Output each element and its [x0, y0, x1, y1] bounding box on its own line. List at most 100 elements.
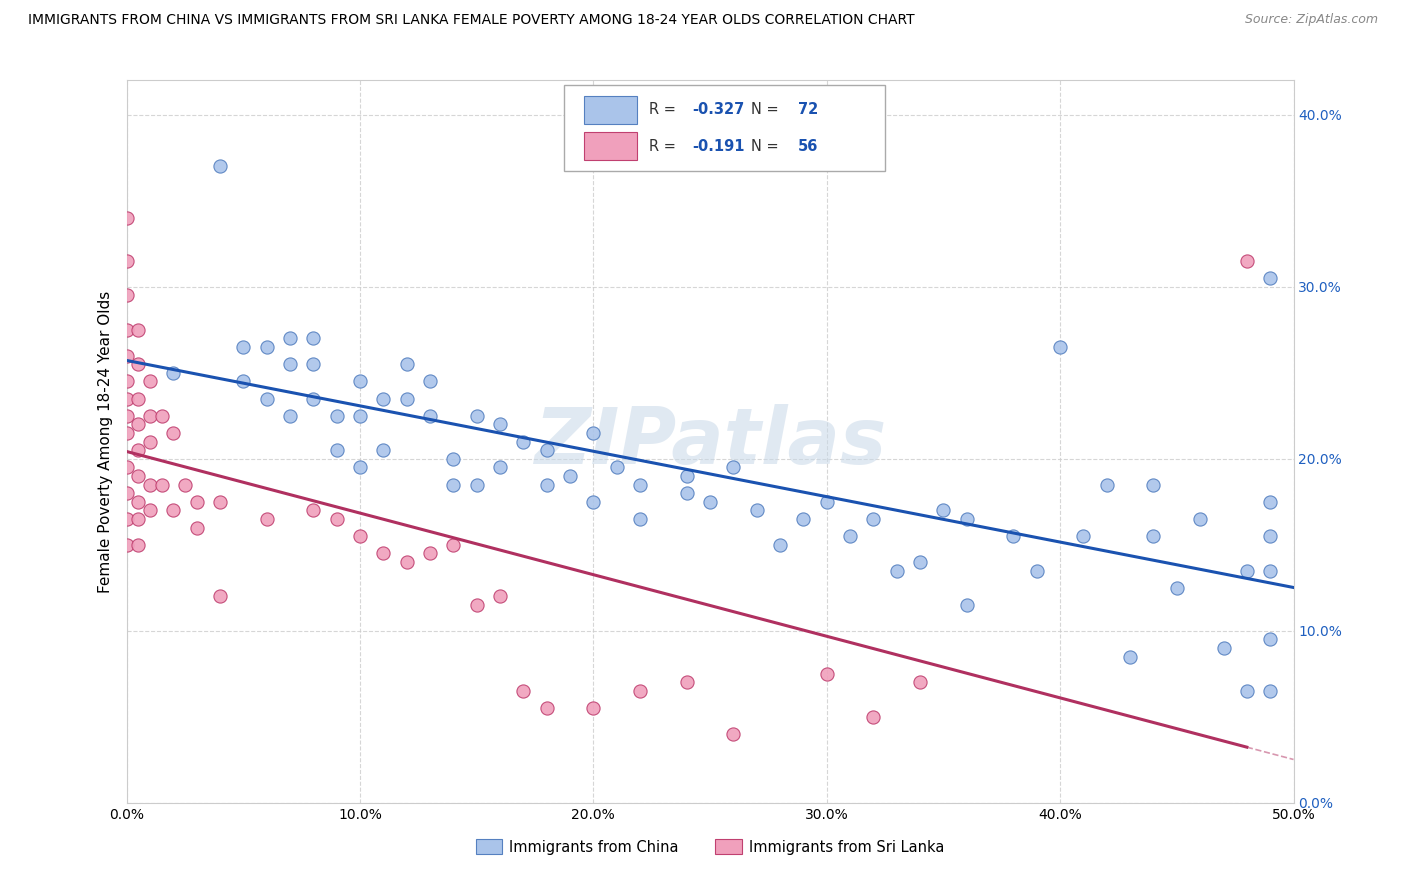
Point	[373, 443, 395, 458]
Point	[769, 538, 792, 552]
Text: IMMIGRANTS FROM CHINA VS IMMIGRANTS FROM SRI LANKA FEMALE POVERTY AMONG 18-24 YE: IMMIGRANTS FROM CHINA VS IMMIGRANTS FROM…	[28, 13, 915, 28]
Point	[792, 512, 814, 526]
Point	[115, 460, 138, 475]
Point	[115, 409, 138, 423]
Point	[186, 494, 208, 508]
Text: -0.191: -0.191	[693, 138, 745, 153]
Point	[815, 666, 838, 681]
Point	[115, 375, 138, 389]
Point	[115, 288, 138, 302]
Point	[1258, 564, 1281, 578]
Point	[302, 331, 325, 345]
Point	[1212, 640, 1234, 655]
Text: Source: ZipAtlas.com: Source: ZipAtlas.com	[1244, 13, 1378, 27]
Point	[349, 375, 371, 389]
Point	[325, 443, 347, 458]
Point	[349, 529, 371, 543]
Point	[512, 434, 534, 449]
Point	[278, 409, 301, 423]
Point	[150, 477, 173, 491]
Text: N =: N =	[751, 103, 779, 118]
Point	[419, 409, 441, 423]
Point	[536, 701, 558, 715]
Point	[745, 503, 768, 517]
Point	[675, 675, 697, 690]
Point	[162, 425, 184, 440]
Point	[115, 211, 138, 225]
Point	[956, 598, 979, 612]
Point	[723, 727, 745, 741]
Point	[278, 357, 301, 371]
Point	[1002, 529, 1025, 543]
Point	[174, 477, 197, 491]
Point	[127, 443, 149, 458]
Point	[278, 331, 301, 345]
Point	[582, 494, 605, 508]
Point	[815, 494, 838, 508]
Point	[302, 503, 325, 517]
Point	[628, 512, 651, 526]
Point	[139, 375, 162, 389]
Point	[127, 392, 149, 406]
Point	[606, 460, 628, 475]
Point	[1236, 684, 1258, 698]
Point	[395, 555, 418, 569]
Text: -0.327: -0.327	[693, 103, 745, 118]
Point	[325, 512, 347, 526]
Point	[536, 477, 558, 491]
Point	[1073, 529, 1095, 543]
Point	[1095, 477, 1118, 491]
Point	[699, 494, 721, 508]
Point	[127, 417, 149, 432]
Point	[1258, 684, 1281, 698]
Point	[127, 357, 149, 371]
Point	[127, 494, 149, 508]
Point	[839, 529, 862, 543]
Point	[139, 409, 162, 423]
Point	[232, 375, 254, 389]
Point	[1258, 271, 1281, 285]
Point	[441, 538, 464, 552]
Point	[675, 486, 697, 500]
Point	[373, 392, 395, 406]
Point	[1142, 477, 1164, 491]
Point	[232, 340, 254, 354]
Point	[489, 417, 512, 432]
Point	[139, 477, 162, 491]
Point	[512, 684, 534, 698]
Point	[1236, 253, 1258, 268]
Point	[465, 598, 488, 612]
Point	[127, 538, 149, 552]
Point	[256, 512, 278, 526]
Point	[465, 477, 488, 491]
Point	[1258, 632, 1281, 647]
Point	[489, 590, 512, 604]
Point	[349, 460, 371, 475]
Point	[908, 555, 931, 569]
Point	[419, 546, 441, 560]
Point	[1258, 494, 1281, 508]
Point	[302, 392, 325, 406]
Point	[127, 323, 149, 337]
Point	[1189, 512, 1212, 526]
Point	[139, 434, 162, 449]
Point	[115, 425, 138, 440]
Point	[582, 701, 605, 715]
FancyBboxPatch shape	[583, 132, 637, 160]
Point	[395, 357, 418, 371]
Point	[1142, 529, 1164, 543]
Point	[115, 253, 138, 268]
Text: 72: 72	[797, 103, 818, 118]
Point	[115, 323, 138, 337]
Point	[349, 409, 371, 423]
Point	[208, 494, 231, 508]
Point	[1049, 340, 1071, 354]
Point	[208, 159, 231, 173]
Point	[628, 477, 651, 491]
Point	[441, 451, 464, 466]
Point	[932, 503, 955, 517]
Point	[419, 375, 441, 389]
Point	[302, 357, 325, 371]
Point	[115, 392, 138, 406]
Point	[908, 675, 931, 690]
